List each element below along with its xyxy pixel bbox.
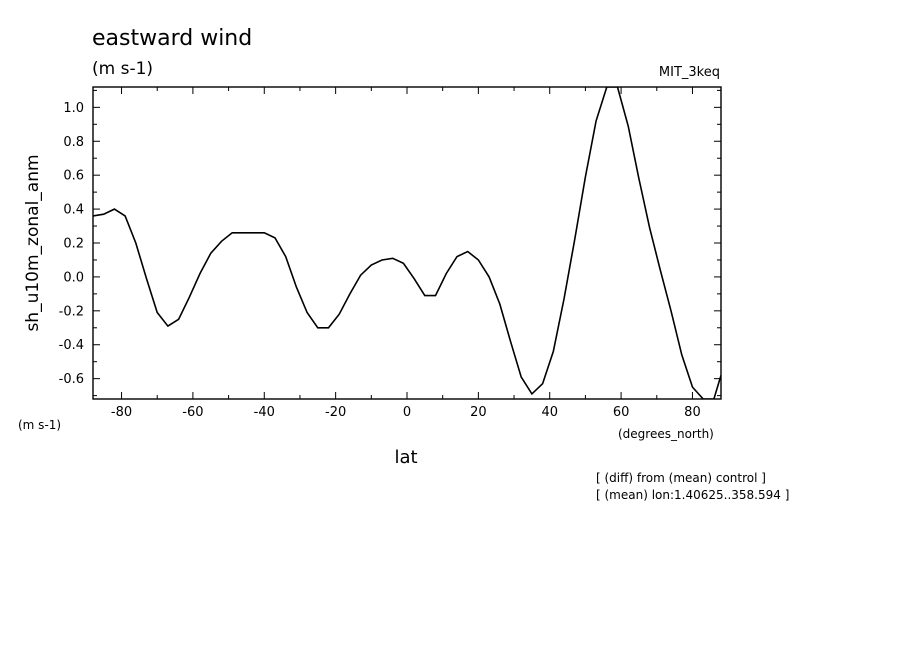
x-tick-label: 20 xyxy=(470,405,487,420)
chart-subtitle: (m s-1) xyxy=(92,59,153,79)
x-tick-label: -40 xyxy=(254,405,275,420)
y-tick-label: 1.0 xyxy=(63,101,84,116)
series-group xyxy=(93,87,721,399)
x-tick-label: -80 xyxy=(111,405,132,420)
y-tick-label: 0.2 xyxy=(63,237,84,252)
y-tick-label: -0.6 xyxy=(59,372,84,387)
y-unit-label: (m s-1) xyxy=(18,418,61,432)
x-tick-label: 0 xyxy=(403,405,411,420)
x-tick-label: 60 xyxy=(613,405,630,420)
x-axis-ticks: -80 -60 -40 -20 0 20 40 60 80 xyxy=(111,87,701,420)
note-line-1: [ (diff) from (mean) control ] xyxy=(596,471,766,485)
axes xyxy=(92,86,722,400)
series-line xyxy=(93,87,721,399)
x-tick-label: -20 xyxy=(325,405,346,420)
model-label: MIT_3keq xyxy=(659,65,720,80)
plot-frame xyxy=(92,86,722,400)
y-axis-label: sh_u10m_zonal_anm xyxy=(23,154,43,331)
y-tick-label: 0.8 xyxy=(63,135,84,150)
x-axis-label: lat xyxy=(394,447,417,468)
y-axis-ticks: -0.6 -0.4 -0.2 0.0 0.2 0.4 0.6 0.8 1.0 xyxy=(59,89,721,397)
x-tick-label: 80 xyxy=(684,405,701,420)
y-tick-label: 0.0 xyxy=(63,270,84,285)
note-line-2: [ (mean) lon:1.40625..358.594 ] xyxy=(596,488,789,502)
y-tick-label: -0.4 xyxy=(59,338,84,353)
x-tick-label: 40 xyxy=(541,405,558,420)
y-tick-label: -0.2 xyxy=(59,304,84,319)
y-tick-label: 0.6 xyxy=(63,169,84,184)
chart-title: eastward wind xyxy=(92,26,252,51)
x-tick-label: -60 xyxy=(182,405,203,420)
x-unit-label: (degrees_north) xyxy=(618,427,714,441)
y-tick-label: 0.4 xyxy=(63,203,84,218)
